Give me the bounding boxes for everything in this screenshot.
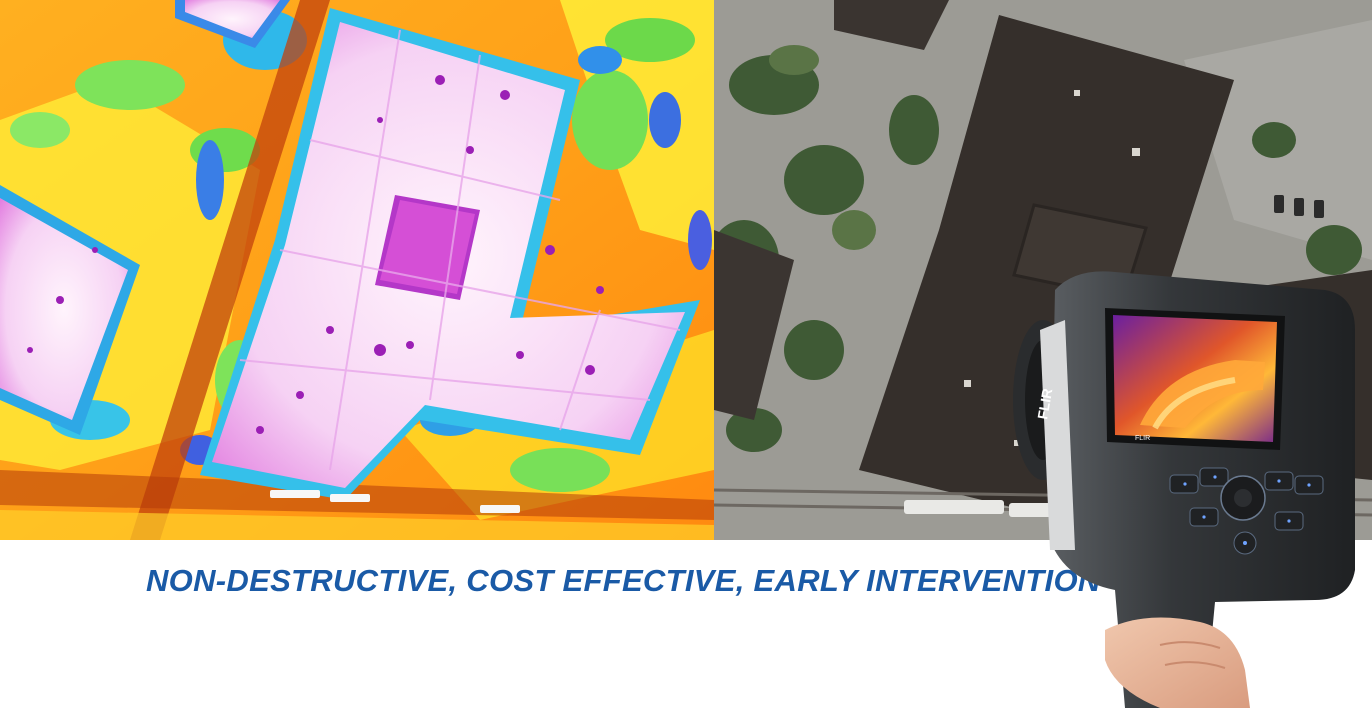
thermal-camera-in-hand: FLIR FLIR (1013, 271, 1355, 708)
screen-brand-label: FLIR (1135, 435, 1150, 442)
thermal-aerial-image (0, 0, 714, 540)
tagline: NON-DESTRUCTIVE, COST EFFECTIVE, EARLY I… (146, 563, 1101, 598)
brand-label: FLIR (1034, 387, 1055, 420)
